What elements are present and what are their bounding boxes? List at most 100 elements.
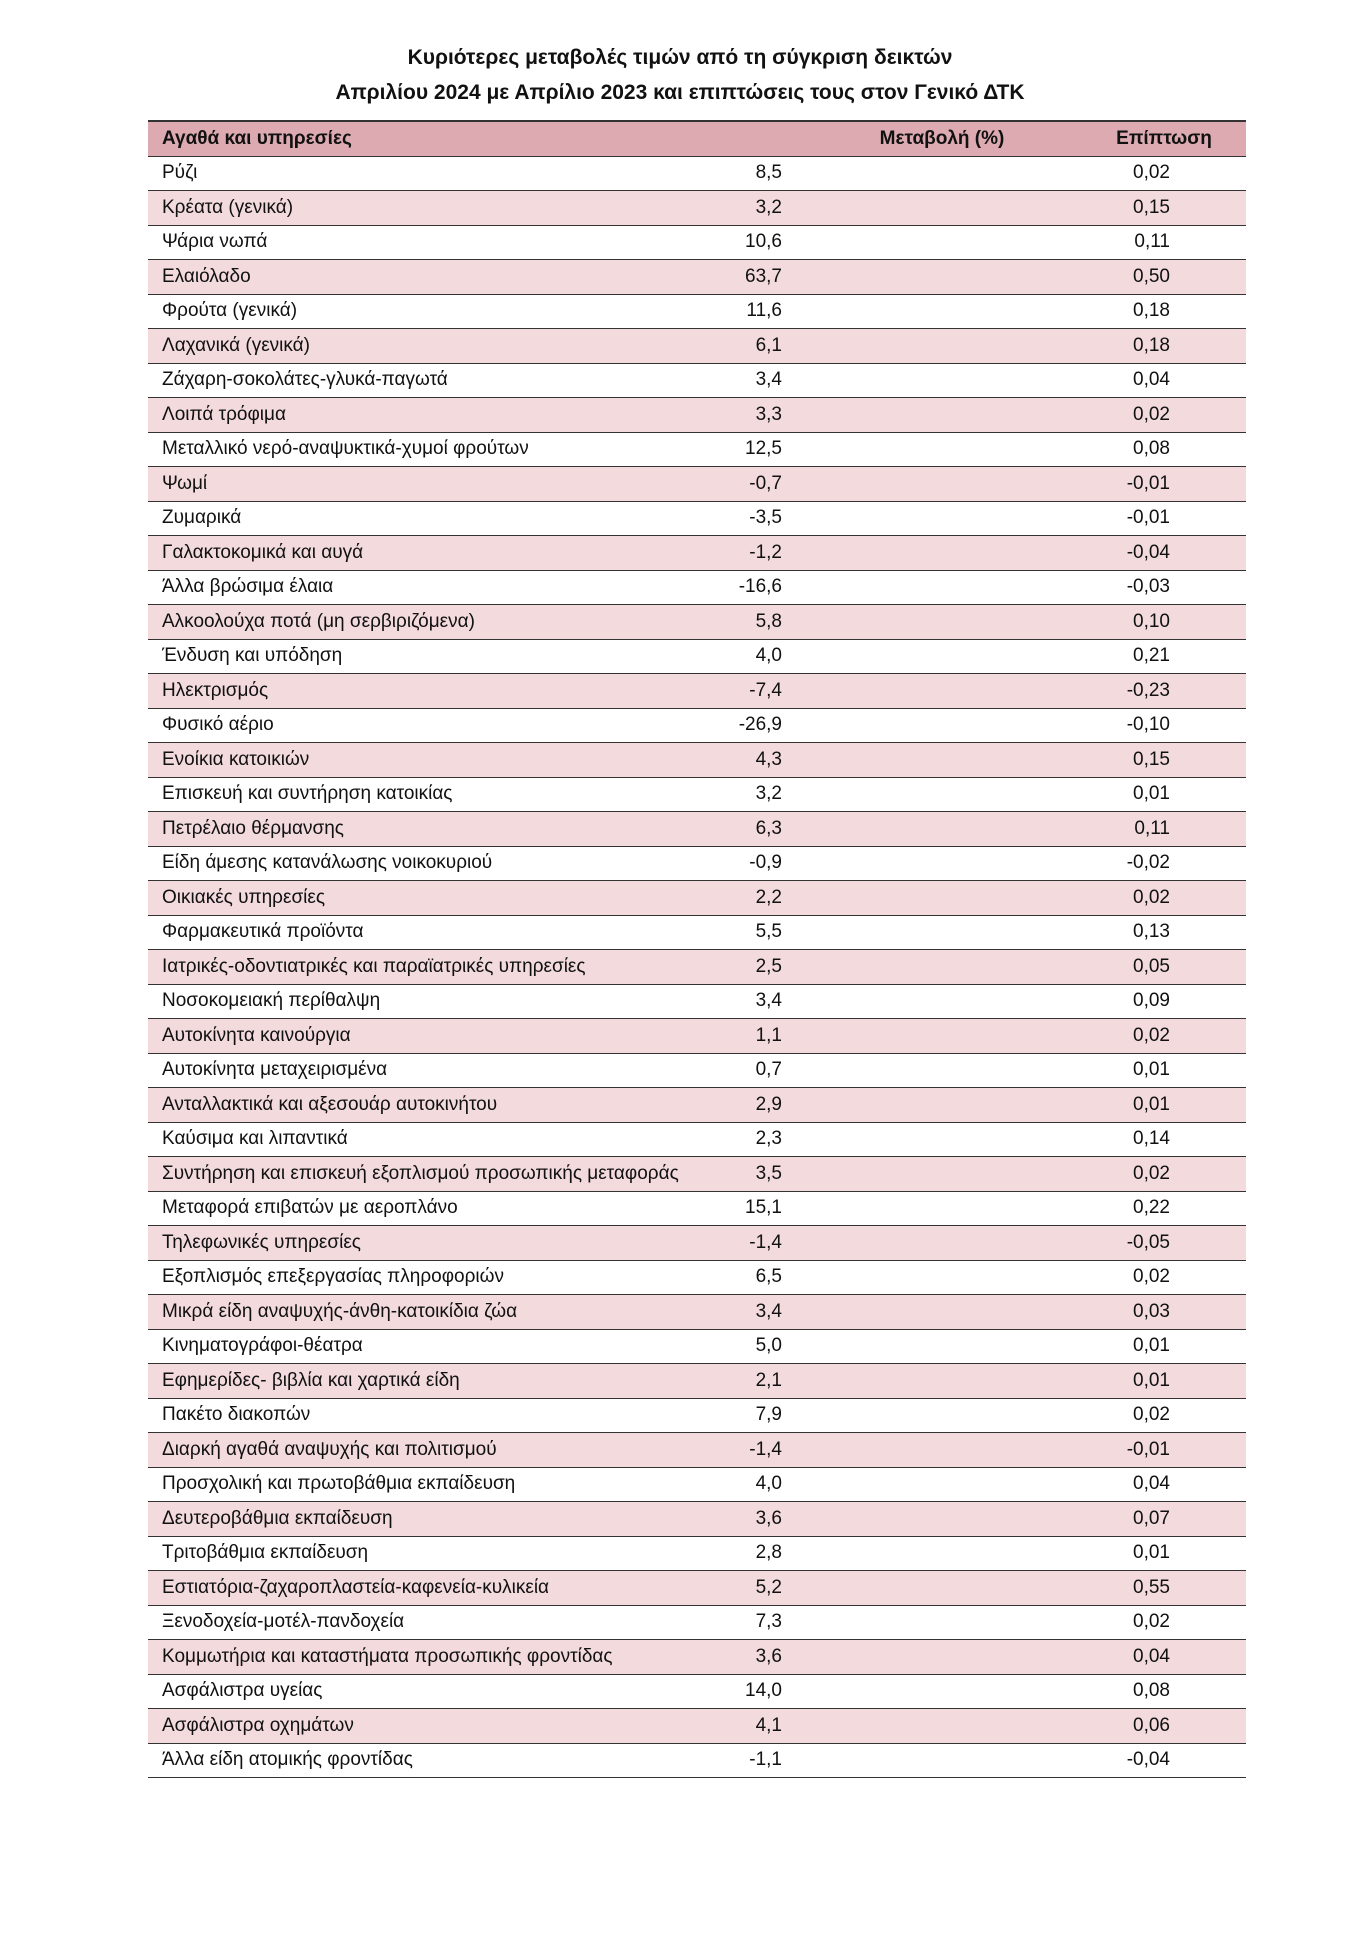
impact-value: 0,08 <box>1082 432 1246 467</box>
item-name: Ψάρια νωπά <box>148 225 722 260</box>
item-name: Άλλα βρώσιμα έλαια <box>148 570 722 605</box>
table-row: Πακέτο διακοπών 7,9 0,02 <box>148 1398 1246 1433</box>
impact-value: -0,05 <box>1082 1225 1246 1261</box>
change-value: 63,7 <box>722 259 1082 295</box>
change-value: -0,9 <box>722 846 1082 881</box>
change-value: 2,2 <box>722 880 1082 916</box>
impact-value: -0,01 <box>1082 1432 1246 1468</box>
change-value: 14,0 <box>722 1674 1082 1709</box>
change-value: 3,2 <box>722 777 1082 812</box>
item-name: Ασφάλιστρα υγείας <box>148 1674 722 1709</box>
table-row: Μικρά είδη αναψυχής-άνθη-κατοικίδια ζώα 3… <box>148 1294 1246 1330</box>
table-row: Επισκευή και συντήρηση κατοικίας 3,2 0,01 <box>148 777 1246 812</box>
column-header: Αγαθά και υπηρεσίες <box>148 120 722 157</box>
item-name: Αυτοκίνητα μεταχειρισμένα <box>148 1053 722 1088</box>
table-body: Ρύζι 8,5 0,02 Κρέατα (γενικά) 3,2 0,15 Ψάρια ν… <box>148 156 1246 1778</box>
impact-value: 0,11 <box>1082 225 1246 260</box>
impact-value: 0,06 <box>1082 1708 1246 1744</box>
table-row: Προσχολική και πρωτοβάθμια εκπαίδευση 4,0… <box>148 1467 1246 1502</box>
impact-value: 0,13 <box>1082 915 1246 950</box>
table-row: Διαρκή αγαθά αναψυχής και πολιτισμού -1,4… <box>148 1432 1246 1468</box>
impact-value: 0,01 <box>1082 1087 1246 1123</box>
table-row: Εφημερίδες- βιβλία και χαρτικά είδη 2,1 0,… <box>148 1363 1246 1399</box>
impact-value: 0,09 <box>1082 984 1246 1019</box>
table-row: Άλλα είδη ατομικής φροντίδας -1,1 -0,04 <box>148 1743 1246 1778</box>
change-value: 15,1 <box>722 1191 1082 1226</box>
table-row: Ελαιόλαδο 63,7 0,50 <box>148 259 1246 295</box>
impact-value: -0,10 <box>1082 708 1246 743</box>
impact-value: 0,11 <box>1082 811 1246 847</box>
item-name: Συντήρηση και επισκευή εξοπλισμού προσωπ… <box>148 1156 722 1192</box>
item-name: Είδη άμεσης κατανάλωσης νοικοκυριού <box>148 846 722 881</box>
impact-value: 0,10 <box>1082 604 1246 640</box>
item-name: Ένδυση και υπόδηση <box>148 639 722 674</box>
impact-value: 0,14 <box>1082 1122 1246 1157</box>
change-value: 8,5 <box>722 156 1082 191</box>
change-value: 2,5 <box>722 949 1082 985</box>
title-line: Απριλίου 2024 με Απρίλιο 2023 και επιπτώ… <box>335 81 1025 104</box>
item-name: Εστιατόρια-ζαχαροπλαστεία-καφενεία-κυλικ… <box>148 1570 722 1606</box>
item-name: Κομμωτήρια και καταστήματα προσωπικής φρ… <box>148 1639 722 1675</box>
table-row: Εστιατόρια-ζαχαροπλαστεία-καφενεία-κυλικ… <box>148 1570 1246 1606</box>
item-name: Ζυμαρικά <box>148 501 722 536</box>
change-value: 4,1 <box>722 1708 1082 1744</box>
item-name: Μεταφορά επιβατών με αεροπλάνο <box>148 1191 722 1226</box>
change-value: 10,6 <box>722 225 1082 260</box>
item-name: Ενοίκια κατοικιών <box>148 742 722 778</box>
table-row: Ιατρικές-οδοντιατρικές και παραϊατρικές … <box>148 949 1246 985</box>
table-row: Ψάρια νωπά 10,6 0,11 <box>148 225 1246 260</box>
item-name: Επισκευή και συντήρηση κατοικίας <box>148 777 722 812</box>
item-name: Ψωμί <box>148 466 722 502</box>
change-value: 4,3 <box>722 742 1082 778</box>
item-name: Ρύζι <box>148 156 722 191</box>
change-value: 2,9 <box>722 1087 1082 1123</box>
column-header: Επίπτωση <box>1082 120 1246 157</box>
change-value: 5,0 <box>722 1329 1082 1364</box>
item-name: Πακέτο διακοπών <box>148 1398 722 1433</box>
item-name: Φυσικό αέριο <box>148 708 722 743</box>
item-name: Τριτοβάθμια εκπαίδευση <box>148 1536 722 1571</box>
change-value: 5,5 <box>722 915 1082 950</box>
impact-value: 0,02 <box>1082 1156 1246 1192</box>
item-name: Φρούτα (γενικά) <box>148 294 722 329</box>
table-row: Φρούτα (γενικά) 11,6 0,18 <box>148 294 1246 329</box>
item-name: Κινηματογράφοι-θέατρα <box>148 1329 722 1364</box>
table-row: Ξενοδοχεία-μοτέλ-πανδοχεία 7,3 0,02 <box>148 1605 1246 1640</box>
change-value: 3,4 <box>722 363 1082 398</box>
change-value: 3,4 <box>722 1294 1082 1330</box>
impact-value: 0,50 <box>1082 259 1246 295</box>
table-row: Φυσικό αέριο -26,9 -0,10 <box>148 708 1246 743</box>
item-name: Λοιπά τρόφιμα <box>148 397 722 433</box>
item-name: Ξενοδοχεία-μοτέλ-πανδοχεία <box>148 1605 722 1640</box>
table-row: Ασφάλιστρα υγείας 14,0 0,08 <box>148 1674 1246 1709</box>
item-name: Φαρμακευτικά προϊόντα <box>148 915 722 950</box>
item-name: Μικρά είδη αναψυχής-άνθη-κατοικίδια ζώα <box>148 1294 722 1330</box>
table-row: Φαρμακευτικά προϊόντα 5,5 0,13 <box>148 915 1246 950</box>
change-value: 2,3 <box>722 1122 1082 1157</box>
item-name: Ανταλλακτικά και αξεσουάρ αυτοκινήτου <box>148 1087 722 1123</box>
table-row: Κινηματογράφοι-θέατρα 5,0 0,01 <box>148 1329 1246 1364</box>
change-value: 2,1 <box>722 1363 1082 1399</box>
impact-value: 0,02 <box>1082 1018 1246 1054</box>
impact-value: 0,01 <box>1082 1363 1246 1399</box>
impact-value: 0,01 <box>1082 1536 1246 1571</box>
item-name: Τηλεφωνικές υπηρεσίες <box>148 1225 722 1261</box>
table-row: Λαχανικά (γενικά) 6,1 0,18 <box>148 328 1246 364</box>
change-value: -1,4 <box>722 1225 1082 1261</box>
table-row: Ζυμαρικά -3,5 -0,01 <box>148 501 1246 536</box>
change-value: 6,1 <box>722 328 1082 364</box>
impact-value: -0,04 <box>1082 1743 1246 1778</box>
impact-value: 0,04 <box>1082 363 1246 398</box>
change-value: 3,5 <box>722 1156 1082 1192</box>
table-row: Λοιπά τρόφιμα 3,3 0,02 <box>148 397 1246 433</box>
table-row: Γαλακτοκομικά και αυγά -1,2 -0,04 <box>148 535 1246 571</box>
change-value: -16,6 <box>722 570 1082 605</box>
table-row: Ασφάλιστρα οχημάτων 4,1 0,06 <box>148 1708 1246 1744</box>
change-value: 11,6 <box>722 294 1082 329</box>
table-row: Ανταλλακτικά και αξεσουάρ αυτοκινήτου 2,9… <box>148 1087 1246 1123</box>
item-name: Λαχανικά (γενικά) <box>148 328 722 364</box>
change-value: 4,0 <box>722 1467 1082 1502</box>
table-row: Ζάχαρη-σοκολάτες-γλυκά-παγωτά 3,4 0,04 <box>148 363 1246 398</box>
change-value: 5,8 <box>722 604 1082 640</box>
